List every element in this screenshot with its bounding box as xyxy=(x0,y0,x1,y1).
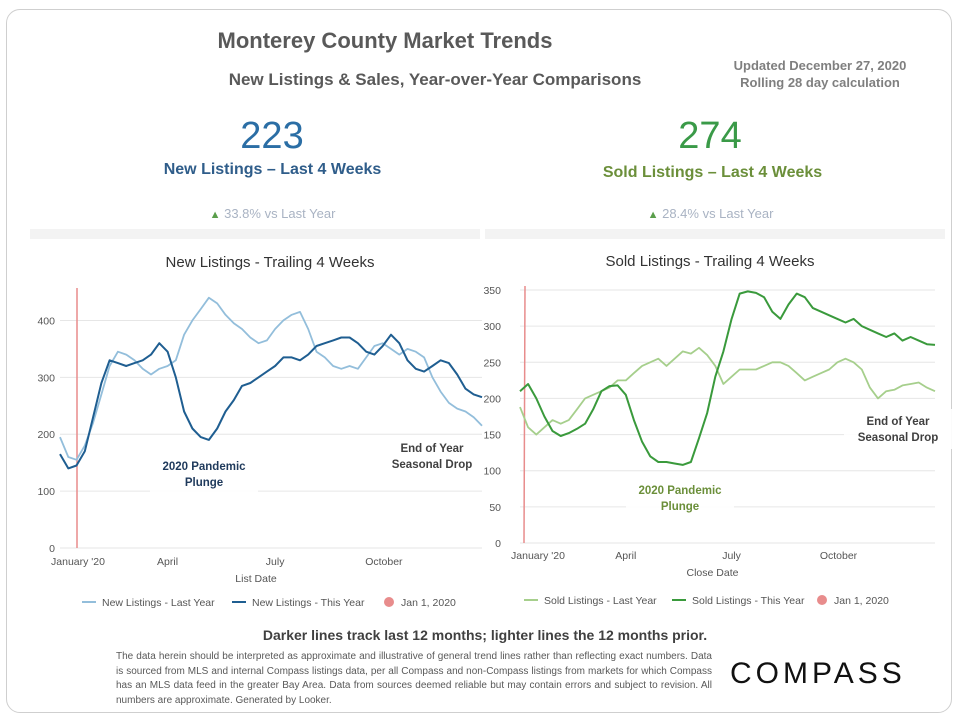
footer-disclaimer: The data herein should be interpreted as… xyxy=(116,651,712,706)
x-tick-label: October xyxy=(820,550,858,562)
x-tick-label: July xyxy=(266,556,285,568)
y-tick-label: 300 xyxy=(483,321,501,333)
annotation-text: 2020 Pandemic xyxy=(162,461,246,473)
compass-logo: COMPASS xyxy=(730,657,906,690)
legend-marker-dot xyxy=(817,595,827,605)
annotation-text: Plunge xyxy=(185,477,223,489)
y-tick-label: 0 xyxy=(49,543,55,555)
series-line-this-year xyxy=(59,333,483,470)
y-tick-label: 100 xyxy=(483,466,501,478)
legend-label: Jan 1, 2020 xyxy=(834,595,889,607)
annotation-box xyxy=(626,478,734,518)
series-line-last-year xyxy=(59,296,483,461)
y-tick-label: 300 xyxy=(37,372,55,384)
legend-marker-dot xyxy=(384,597,394,607)
annotation-text: Seasonal Drop xyxy=(858,432,939,444)
x-tick-label: October xyxy=(365,556,403,568)
jan-1-marker-line xyxy=(523,285,526,544)
slide-frame xyxy=(6,9,952,713)
y-tick-label: 200 xyxy=(483,393,501,405)
sold-listings-kpi-delta: ▲ 28.4% vs Last Year xyxy=(608,206,813,221)
legend-label: Sold Listings - This Year xyxy=(692,595,805,607)
new-listings-kpi-delta: ▲ 33.8% vs Last Year xyxy=(170,206,375,221)
x-tick-label: April xyxy=(615,550,636,562)
annotation-text: End of Year xyxy=(400,443,464,455)
legend-label: New Listings - This Year xyxy=(252,597,365,609)
y-tick-label: 100 xyxy=(37,486,55,498)
legend-label: New Listings - Last Year xyxy=(102,597,215,609)
footer-emphasis: Darker lines track last 12 months; light… xyxy=(262,627,708,643)
rolling-note: Rolling 28 day calculation xyxy=(740,75,900,90)
sold-listings-kpi-value: 274 xyxy=(678,115,742,157)
new-listings-kpi-label: New Listings – Last 4 Weeks xyxy=(163,161,382,178)
new-listings-delta-text: 33.8% vs Last Year xyxy=(224,206,336,221)
sold-listings-chart-title: Sold Listings - Trailing 4 Weeks xyxy=(605,253,815,270)
series-line-last-year xyxy=(519,346,936,436)
sold-listings-kpi-label: Sold Listings – Last 4 Weeks xyxy=(602,164,823,181)
y-tick-label: 200 xyxy=(37,429,55,441)
updated-date: Updated December 27, 2020 xyxy=(733,58,907,73)
y-tick-label: 350 xyxy=(483,285,501,297)
x-axis-label: Close Date xyxy=(687,567,739,579)
y-tick-label: 400 xyxy=(37,315,55,327)
divider-right xyxy=(485,229,945,239)
x-tick-label: April xyxy=(157,556,178,568)
new-listings-chart-title: New Listings - Trailing 4 Weeks xyxy=(165,254,375,271)
page-subtitle: New Listings & Sales, Year-over-Year Com… xyxy=(228,70,642,89)
y-tick-label: 250 xyxy=(483,357,501,369)
annotation-box xyxy=(150,454,258,494)
y-tick-label: 150 xyxy=(483,430,501,442)
annotation-text: Plunge xyxy=(661,501,699,513)
y-tick-label: 50 xyxy=(489,502,501,514)
updated-note: Updated December 27, 2020 Rolling 28 day… xyxy=(700,57,940,91)
x-tick-label: January '20 xyxy=(511,550,565,562)
annotation-text: 2020 Pandemic xyxy=(638,485,722,497)
legend-label: Sold Listings - Last Year xyxy=(544,595,657,607)
annotation-text: Seasonal Drop xyxy=(392,459,473,471)
annotation-box xyxy=(378,436,486,476)
page-title: Monterey County Market Trends xyxy=(217,28,553,53)
annotation-box xyxy=(844,409,952,449)
sold-listings-delta-text: 28.4% vs Last Year xyxy=(662,206,774,221)
series-line-this-year xyxy=(519,290,936,466)
annotation-text: End of Year xyxy=(866,416,930,428)
up-triangle-icon: ▲ xyxy=(647,209,659,221)
up-triangle-icon: ▲ xyxy=(209,209,221,221)
y-tick-label: 0 xyxy=(495,538,501,550)
x-tick-label: January '20 xyxy=(51,556,105,568)
x-axis-label: List Date xyxy=(235,573,277,585)
divider-left xyxy=(30,229,480,239)
x-tick-label: July xyxy=(722,550,741,562)
legend-label: Jan 1, 2020 xyxy=(401,597,456,609)
new-listings-kpi-value: 223 xyxy=(240,115,304,157)
